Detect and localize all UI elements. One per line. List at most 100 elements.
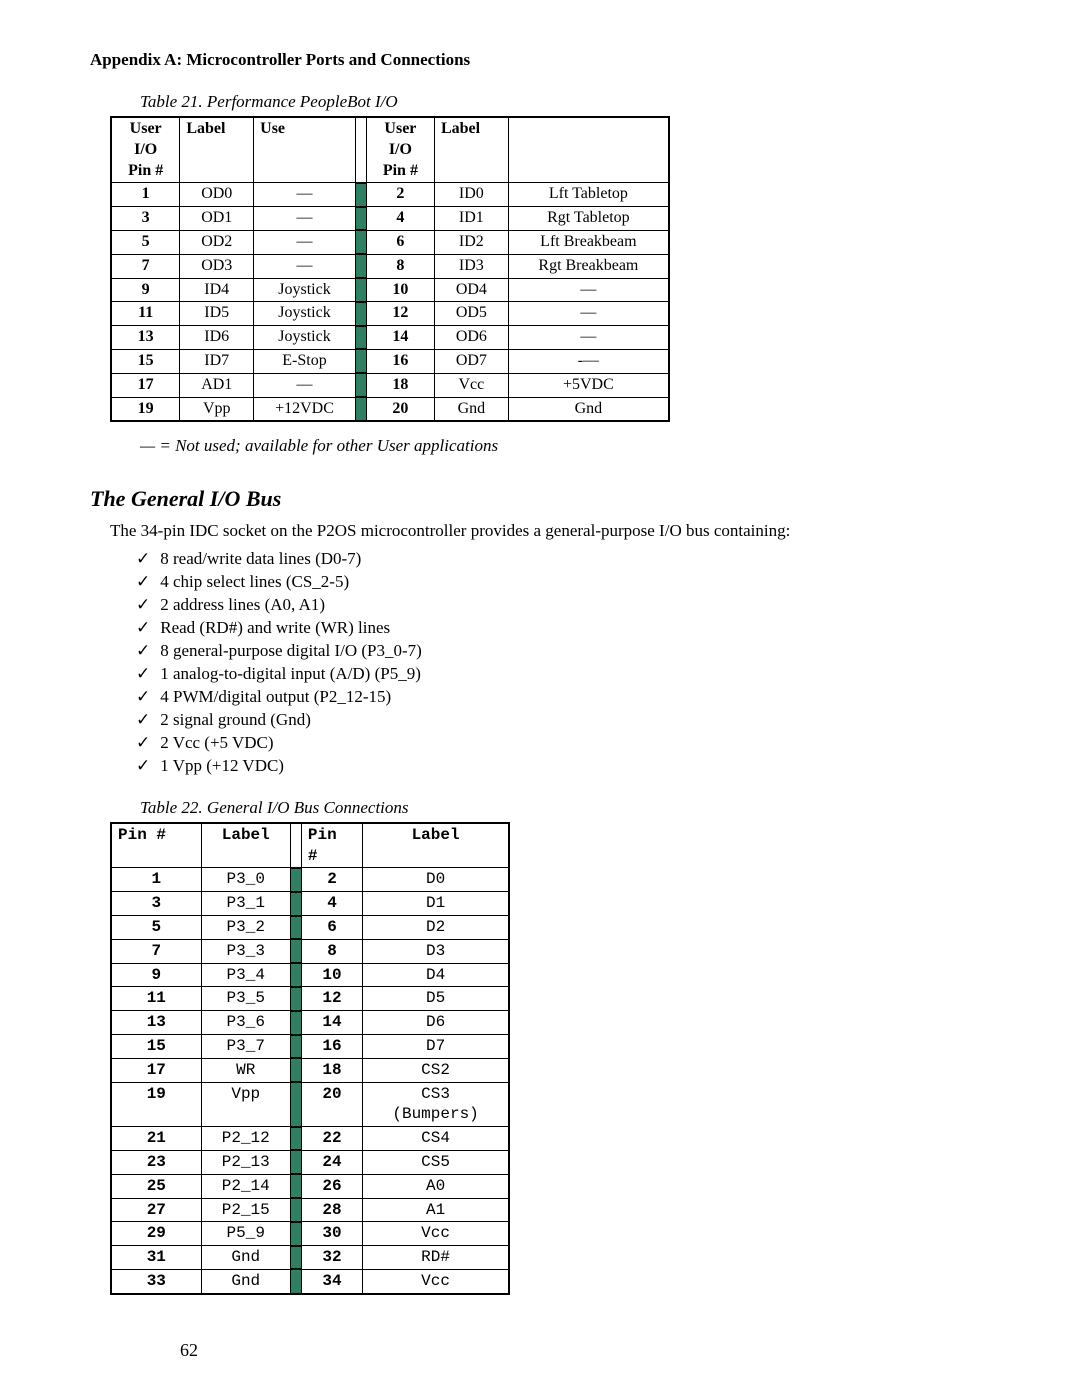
- cell-pin: 23: [111, 1150, 201, 1174]
- separator-col: [290, 1127, 301, 1151]
- cell-label: ID3: [434, 254, 508, 278]
- table-row: 3P3_14D1: [111, 892, 509, 916]
- list-item: 4 PWM/digital output (P2_12-15): [136, 686, 990, 709]
- cell-label: ID4: [180, 278, 254, 302]
- separator-col: [290, 987, 301, 1011]
- cell-pin: 3: [111, 892, 201, 916]
- list-item: 4 chip select lines (CS_2-5): [136, 571, 990, 594]
- separator-col: [290, 963, 301, 987]
- col-header: UserI/OPin #: [366, 117, 434, 183]
- table-row: 9P3_410D4: [111, 963, 509, 987]
- table-row: 1P3_02D0: [111, 868, 509, 892]
- cell-pin: 16: [366, 349, 434, 373]
- cell-label: Vcc: [363, 1269, 509, 1293]
- cell-label: OD5: [434, 302, 508, 326]
- cell-pin: 6: [366, 230, 434, 254]
- cell-label: OD2: [180, 230, 254, 254]
- cell-pin: 7: [111, 939, 201, 963]
- separator-col: [290, 1035, 301, 1059]
- separator-col: [355, 349, 366, 373]
- cell-label: P3_2: [201, 916, 290, 940]
- table-row: 1OD0—2ID0Lft Tabletop: [111, 183, 669, 207]
- table21: UserI/OPin # Label Use UserI/OPin # Labe…: [110, 116, 670, 422]
- cell-label: D7: [363, 1035, 509, 1059]
- cell-pin: 14: [301, 1011, 362, 1035]
- section-paragraph: The 34-pin IDC socket on the P2OS microc…: [110, 520, 990, 542]
- bullet-list: 8 read/write data lines (D0-7)4 chip sel…: [136, 548, 990, 777]
- cell-use: E-Stop: [254, 349, 356, 373]
- cell-pin: 10: [301, 963, 362, 987]
- list-item: Read (RD#) and write (WR) lines: [136, 617, 990, 640]
- cell-pin: 19: [111, 397, 180, 421]
- cell-label: D3: [363, 939, 509, 963]
- cell-label: ID5: [180, 302, 254, 326]
- table-row: 7P3_3 8D3: [111, 939, 509, 963]
- cell-pin: 11: [111, 987, 201, 1011]
- cell-use: -—: [508, 349, 669, 373]
- separator-col: [355, 207, 366, 231]
- separator-col: [355, 326, 366, 350]
- cell-pin: 21: [111, 1127, 201, 1151]
- separator-col: [355, 302, 366, 326]
- cell-pin: 4: [301, 892, 362, 916]
- cell-label: Vpp: [180, 397, 254, 421]
- cell-pin: 17: [111, 373, 180, 397]
- table-row: 3OD1—4ID1Rgt Tabletop: [111, 207, 669, 231]
- section-heading: The General I/O Bus: [90, 486, 990, 512]
- cell-label: OD6: [434, 326, 508, 350]
- cell-pin: 33: [111, 1269, 201, 1293]
- cell-pin: 8: [301, 939, 362, 963]
- cell-use: Joystick: [254, 302, 356, 326]
- cell-label: P5_9: [201, 1222, 290, 1246]
- cell-label: Gnd: [434, 397, 508, 421]
- cell-label: D2: [363, 916, 509, 940]
- cell-pin: 9: [111, 963, 201, 987]
- cell-label: WR: [201, 1058, 290, 1082]
- separator-col: [290, 823, 301, 868]
- cell-label: P3_3: [201, 939, 290, 963]
- table-row: 15P3_716D7: [111, 1035, 509, 1059]
- cell-use: +12VDC: [254, 397, 356, 421]
- cell-pin: 18: [301, 1058, 362, 1082]
- cell-pin: 31: [111, 1246, 201, 1270]
- cell-label: P2_15: [201, 1198, 290, 1222]
- list-item: 2 Vcc (+5 VDC): [136, 732, 990, 755]
- cell-label: P3_0: [201, 868, 290, 892]
- cell-label: A0: [363, 1174, 509, 1198]
- table-header-row: UserI/OPin # Label Use UserI/OPin # Labe…: [111, 117, 669, 183]
- cell-pin: 5: [111, 230, 180, 254]
- table-row: 25P2_1426A0: [111, 1174, 509, 1198]
- cell-pin: 1: [111, 183, 180, 207]
- table-row: 17WR18CS2: [111, 1058, 509, 1082]
- cell-label: P2_14: [201, 1174, 290, 1198]
- cell-label: Vpp: [201, 1082, 290, 1127]
- list-item: 1 Vpp (+12 VDC): [136, 755, 990, 778]
- cell-label: CS5: [363, 1150, 509, 1174]
- cell-label: CS3(Bumpers): [363, 1082, 509, 1127]
- cell-label: P2_13: [201, 1150, 290, 1174]
- page-number: 62: [180, 1340, 198, 1361]
- separator-col: [290, 1082, 301, 1127]
- table-row: 17AD1—18Vcc+5VDC: [111, 373, 669, 397]
- cell-pin: 12: [301, 987, 362, 1011]
- cell-pin: 22: [301, 1127, 362, 1151]
- list-item: 1 analog-to-digital input (A/D) (P5_9): [136, 663, 990, 686]
- cell-pin: 9: [111, 278, 180, 302]
- col-header: Pin #: [111, 823, 201, 868]
- cell-pin: 29: [111, 1222, 201, 1246]
- cell-label: OD3: [180, 254, 254, 278]
- cell-pin: 6: [301, 916, 362, 940]
- list-item: 2 address lines (A0, A1): [136, 594, 990, 617]
- cell-use: Gnd: [508, 397, 669, 421]
- cell-pin: 10: [366, 278, 434, 302]
- cell-pin: 11: [111, 302, 180, 326]
- separator-col: [355, 254, 366, 278]
- cell-pin: 5: [111, 916, 201, 940]
- table-row: 5OD2—6ID2Lft Breakbeam: [111, 230, 669, 254]
- cell-use: —: [508, 302, 669, 326]
- cell-label: ID7: [180, 349, 254, 373]
- table-row: 9ID4Joystick10OD4—: [111, 278, 669, 302]
- cell-use: —: [254, 183, 356, 207]
- table-row: 5P3_2 6D2: [111, 916, 509, 940]
- cell-use: —: [254, 207, 356, 231]
